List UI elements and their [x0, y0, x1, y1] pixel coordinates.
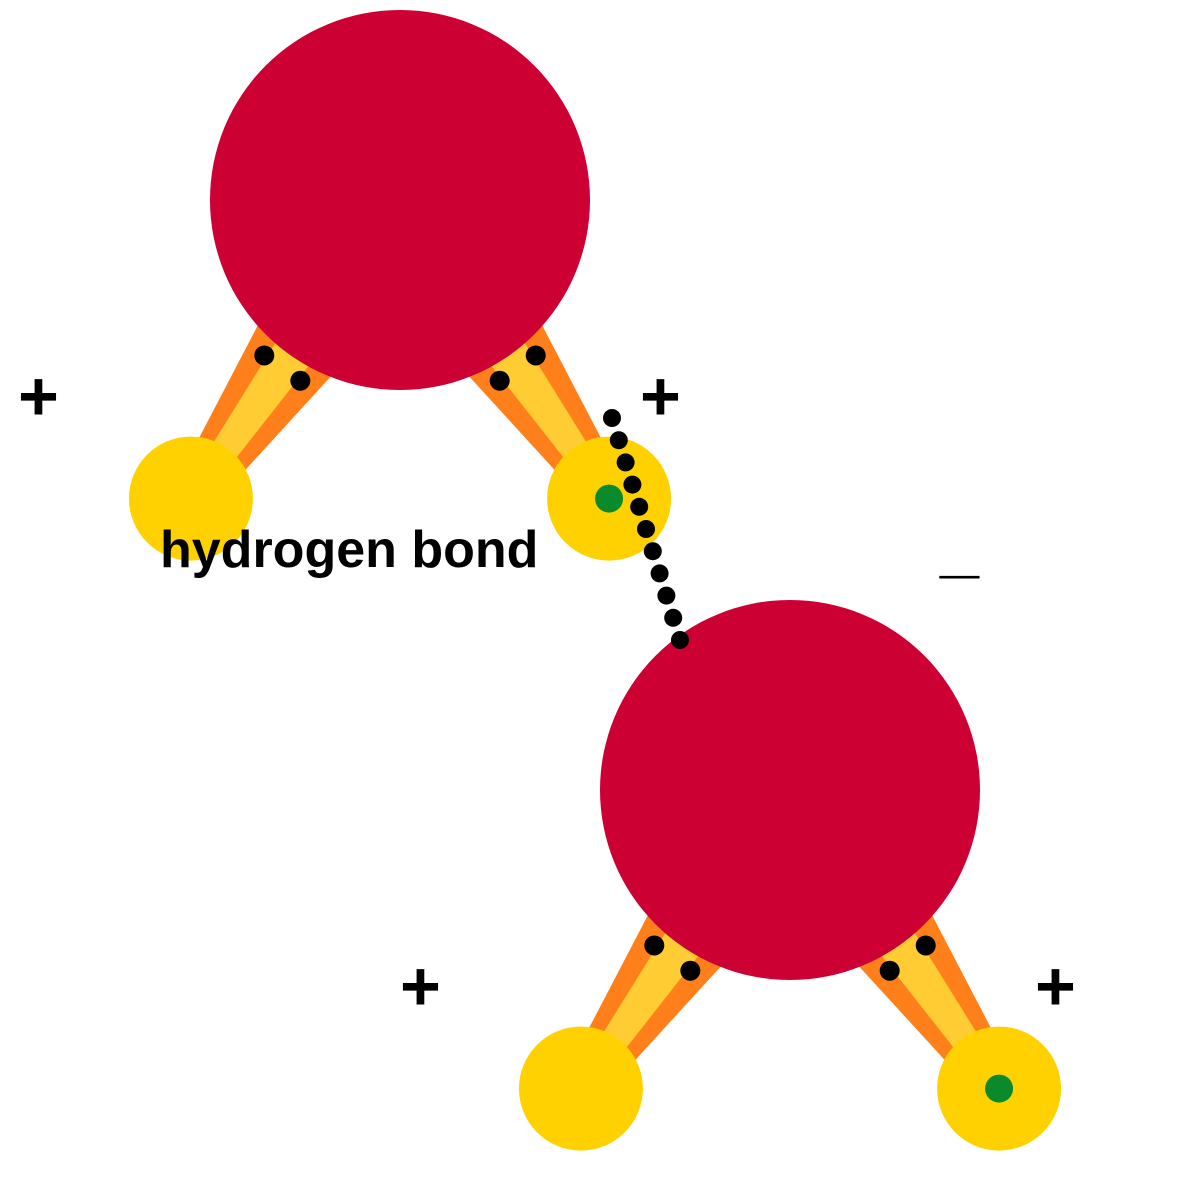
charge-plus: + — [400, 947, 441, 1025]
hydrogen-bond-dot — [637, 520, 655, 538]
hydrogen-atom — [519, 1027, 643, 1151]
oxygen-atom — [210, 10, 590, 390]
water-top: _++ — [18, 0, 681, 561]
hydrogen-bond-dot — [603, 409, 621, 427]
electron-dot — [916, 935, 936, 955]
hydrogen-bond-dot — [610, 431, 628, 449]
electron-dot — [880, 961, 900, 981]
hydrogen-bond-dot — [630, 498, 648, 516]
hydrogen-green-dot — [985, 1075, 1013, 1103]
electron-dot — [526, 345, 546, 365]
oxygen-atom — [600, 600, 980, 980]
charge-plus: + — [640, 357, 681, 435]
hydrogen-bond-dot — [657, 587, 675, 605]
hydrogen-green-dot — [595, 485, 623, 513]
diagram-svg: _++_++ — [0, 0, 1204, 1200]
hydrogen-bond-dot — [671, 631, 689, 649]
electron-dot — [290, 371, 310, 391]
charge-plus: + — [18, 357, 59, 435]
electron-dot — [490, 371, 510, 391]
charge-minus: _ — [939, 507, 980, 585]
electron-dot — [644, 935, 664, 955]
electron-dot — [254, 345, 274, 365]
hydrogen-bond-dot — [651, 564, 669, 582]
hydrogen-bond-label: hydrogen bond — [160, 520, 538, 580]
electron-dot — [680, 961, 700, 981]
hydrogen-bond-dot — [623, 476, 641, 494]
hydrogen-bond-dot — [617, 453, 635, 471]
hydrogen-bond-dot — [644, 542, 662, 560]
water-bottom: _ + + — [400, 507, 1076, 1151]
hydrogen-bond-dot — [664, 609, 682, 627]
diagram-stage: _++_++ hydrogen bond — [0, 0, 1204, 1200]
charge-plus: + — [1035, 947, 1076, 1025]
